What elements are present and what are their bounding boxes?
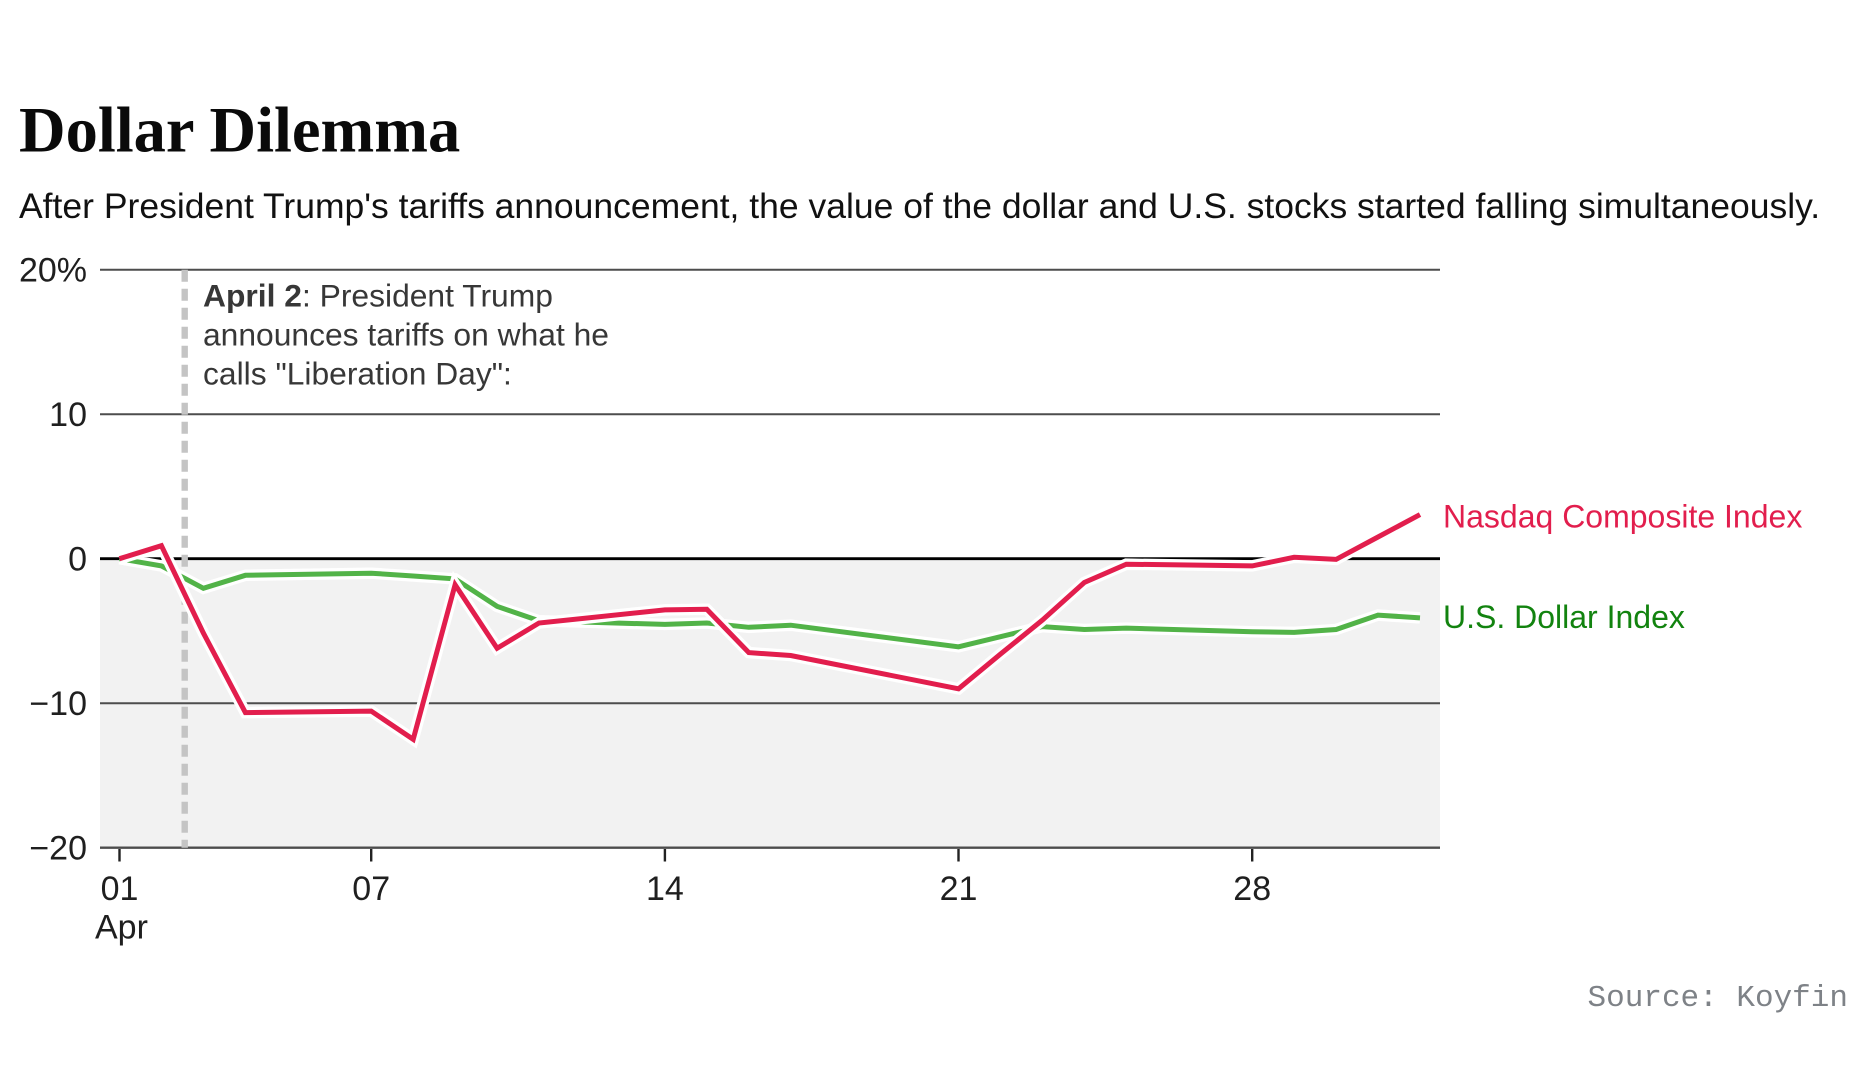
svg-text:07: 07 bbox=[352, 870, 390, 908]
svg-text:20%: 20% bbox=[19, 252, 87, 290]
svg-text:U.S. Dollar Index: U.S. Dollar Index bbox=[1443, 599, 1685, 635]
svg-text:−20: −20 bbox=[29, 830, 87, 868]
svg-text:Nasdaq Composite Index: Nasdaq Composite Index bbox=[1443, 499, 1802, 535]
svg-text:21: 21 bbox=[940, 870, 978, 908]
svg-text:After President Trump's tariff: After President Trump's tariffs announce… bbox=[19, 186, 1820, 226]
svg-text:14: 14 bbox=[646, 870, 684, 908]
svg-text:28: 28 bbox=[1233, 870, 1271, 908]
svg-text:Source: Koyfin: Source: Koyfin bbox=[1588, 981, 1848, 1016]
svg-text:−10: −10 bbox=[29, 685, 87, 723]
svg-text:01: 01 bbox=[101, 870, 139, 908]
svg-text:Dollar Dilemma: Dollar Dilemma bbox=[19, 95, 460, 166]
svg-text:Apr: Apr bbox=[95, 909, 148, 947]
svg-text:April 2: President Trump: April 2: President Trump bbox=[203, 278, 553, 314]
svg-text:calls "Liberation Day":: calls "Liberation Day": bbox=[203, 356, 512, 392]
svg-text:announces tariffs on what he: announces tariffs on what he bbox=[203, 317, 609, 353]
svg-text:10: 10 bbox=[49, 396, 87, 434]
svg-text:0: 0 bbox=[68, 541, 87, 579]
